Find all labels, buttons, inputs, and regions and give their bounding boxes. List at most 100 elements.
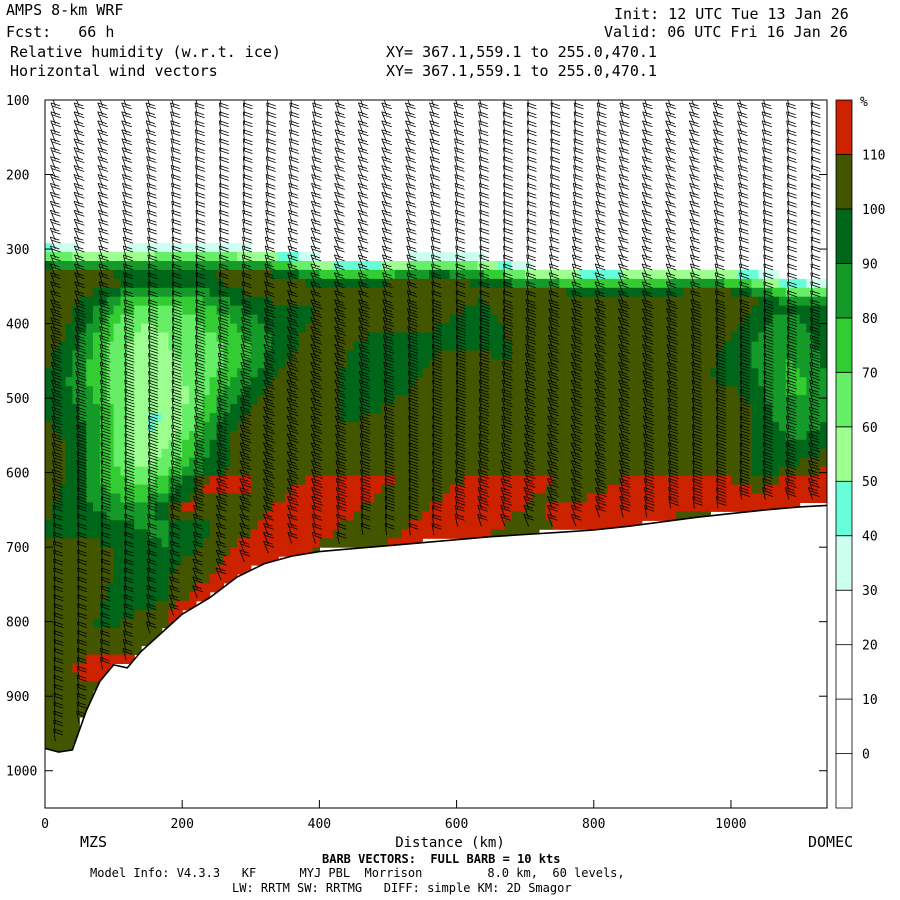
rh-cell (51, 654, 60, 664)
rh-cell (175, 386, 183, 396)
wind-barb (266, 129, 277, 142)
rh-cell (120, 448, 128, 459)
rh-cell (86, 377, 94, 387)
wind-barb (73, 120, 85, 133)
rh-cell (463, 269, 471, 280)
rh-cell (401, 314, 410, 325)
rh-cell (79, 395, 87, 405)
rh-cell (237, 323, 245, 334)
rh-cell (312, 538, 320, 548)
wind-barb (49, 209, 61, 223)
wind-barb (53, 683, 64, 697)
rh-cell (161, 305, 170, 316)
rh-cell (230, 261, 238, 271)
rh-cell (285, 511, 293, 521)
wind-barb (360, 504, 371, 518)
wind-barb (360, 522, 371, 536)
rh-cell (147, 341, 156, 351)
rh-cell (367, 457, 375, 468)
wind-barb (384, 504, 395, 518)
rh-cell (106, 269, 115, 280)
wind-barb (431, 522, 442, 536)
wind-barb (171, 200, 182, 214)
rh-cell (86, 439, 94, 450)
rh-cell (525, 261, 533, 271)
rh-cell (216, 314, 224, 325)
wind-barb (242, 174, 253, 187)
rh-cell (285, 341, 293, 351)
rh-cell (147, 502, 156, 512)
rh-cell (484, 493, 492, 503)
rh-cell (161, 547, 170, 557)
rh-cell (113, 520, 122, 530)
rh-cell (586, 493, 595, 503)
rh-cell (785, 332, 794, 342)
wind-barb (431, 299, 443, 312)
rh-cell (45, 278, 53, 289)
rh-cell (189, 565, 197, 575)
rh-cell (340, 269, 348, 280)
rh-cell (353, 332, 362, 342)
wind-barb (289, 129, 300, 142)
rh-cell (648, 332, 657, 342)
rh-cell (326, 538, 334, 548)
rh-cell (655, 350, 663, 360)
rh-cell (86, 511, 94, 521)
rh-cell (271, 547, 279, 557)
rh-cell (93, 538, 101, 548)
rh-cell (189, 377, 197, 387)
wind-barb (239, 460, 252, 473)
rh-cell (175, 609, 183, 620)
rh-cell (305, 305, 314, 316)
rh-cell (449, 448, 458, 459)
wind-barb (52, 531, 63, 545)
rh-cell (230, 305, 238, 316)
rh-cell (79, 323, 87, 334)
rh-cell (566, 502, 574, 512)
rh-cell (744, 430, 753, 441)
rh-cell (58, 636, 67, 647)
rh-cell (394, 395, 403, 405)
rh-cell (230, 404, 238, 414)
wind-barb (148, 308, 159, 321)
rh-cell (511, 261, 519, 271)
rh-cell (147, 252, 156, 262)
rh-cell (442, 368, 451, 378)
rh-cell (113, 609, 122, 620)
wind-barb (148, 424, 159, 437)
rh-cell (518, 404, 526, 414)
rh-cell (326, 439, 334, 450)
rh-cell (628, 395, 636, 405)
rh-cell (147, 386, 156, 396)
rh-cell (65, 717, 74, 727)
rh-cell (429, 252, 437, 262)
rh-cell (147, 413, 156, 423)
rh-cell (696, 323, 705, 334)
rh-cell (120, 484, 128, 495)
rh-cell (614, 413, 622, 423)
rh-cell (141, 475, 149, 486)
rh-cell (374, 395, 382, 405)
rh-cell (168, 493, 176, 503)
rh-cell (518, 439, 526, 450)
rh-cell (792, 475, 801, 486)
rh-cell (271, 252, 279, 262)
rh-cell (593, 323, 602, 334)
rh-cell (758, 430, 766, 441)
wind-barb (74, 299, 87, 312)
rh-cell (662, 404, 670, 414)
rh-cell (436, 430, 444, 441)
rh-cell (682, 341, 691, 351)
rh-cell (634, 386, 643, 396)
rh-cell (326, 386, 334, 396)
wind-barb (431, 263, 442, 276)
rh-cell (799, 422, 808, 432)
rh-cell (511, 484, 519, 495)
rh-cell (230, 547, 238, 557)
rh-cell (497, 413, 506, 423)
rh-cell (113, 538, 122, 548)
wind-barb (360, 469, 371, 482)
rh-cell (785, 305, 794, 316)
wind-barb (195, 326, 206, 339)
forecast-hour: Fcst: 66 h (6, 23, 115, 41)
